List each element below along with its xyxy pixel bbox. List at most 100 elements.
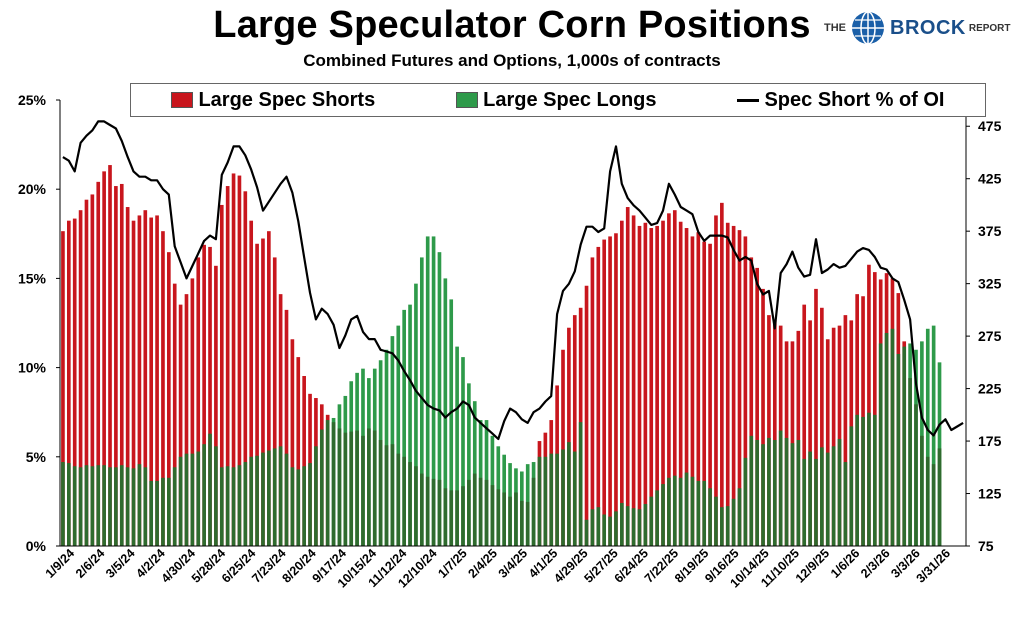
legend-label-longs: Large Spec Longs xyxy=(483,88,657,111)
bar-top-125 xyxy=(796,330,801,546)
bar-overlap-135 xyxy=(855,414,859,546)
left-tick-label-2: 10% xyxy=(18,360,47,376)
bar-overlap-141 xyxy=(890,328,895,546)
bar-top-69 xyxy=(467,383,471,546)
bar-overlap-118 xyxy=(755,440,759,546)
bar-top-138 xyxy=(872,272,877,546)
bar-overlap-44 xyxy=(319,429,324,546)
bar-overlap-99 xyxy=(643,504,648,546)
bar-top-36 xyxy=(272,257,277,546)
bar-top-108 xyxy=(696,232,701,546)
bar-overlap-89 xyxy=(584,519,589,546)
bar-overlap-93 xyxy=(608,516,612,546)
chart-title: Large Speculator Corn Positions xyxy=(213,4,811,46)
bar-top-17 xyxy=(161,231,165,547)
bar-overlap-136 xyxy=(861,416,865,546)
bar-top-61 xyxy=(419,257,424,546)
bar-top-40 xyxy=(296,357,301,546)
bar-top-59 xyxy=(408,304,412,546)
bar-top-121 xyxy=(772,320,777,546)
bar-overlap-82 xyxy=(543,456,548,546)
bar-overlap-62 xyxy=(425,476,430,546)
bar-top-85 xyxy=(561,349,565,546)
left-tick-label-4: 20% xyxy=(18,181,47,197)
right-tick-label-7: 425 xyxy=(978,171,1002,187)
bar-overlap-48 xyxy=(343,432,348,546)
bar-top-96 xyxy=(625,207,630,547)
logo-report: REPORT xyxy=(968,22,1011,34)
logo-brock: BROCK xyxy=(890,16,966,39)
left-tick-label-5: 25% xyxy=(18,92,47,108)
legend-swatch-longs xyxy=(456,92,479,108)
bar-top-107 xyxy=(690,236,695,546)
bar-top-21 xyxy=(184,294,189,546)
bar-top-86 xyxy=(567,327,571,546)
bar-overlap-119 xyxy=(761,444,765,546)
bar-overlap-18 xyxy=(167,477,171,546)
bar-overlap-40 xyxy=(296,469,301,546)
bar-overlap-63 xyxy=(431,478,436,546)
bar-overlap-55 xyxy=(384,445,389,546)
bar-overlap-123 xyxy=(784,437,789,546)
right-tick-label-0: 75 xyxy=(978,538,994,554)
bar-top-60 xyxy=(414,283,418,546)
bar-overlap-42 xyxy=(308,463,312,546)
legend-item-shorts: Large Spec Shorts xyxy=(171,89,375,112)
bar-top-66 xyxy=(449,299,454,546)
bar-overlap-120 xyxy=(767,437,771,546)
bar-overlap-32 xyxy=(249,456,254,546)
bar-overlap-64 xyxy=(437,479,442,546)
bar-top-63 xyxy=(431,236,436,546)
bar-top-104 xyxy=(672,210,677,546)
bar-overlap-37 xyxy=(278,446,283,546)
bar-top-68 xyxy=(461,357,465,546)
bar-top-22 xyxy=(190,278,195,546)
bar-overlap-114 xyxy=(731,498,736,546)
bar-overlap-57 xyxy=(396,453,401,546)
bar-top-137 xyxy=(867,264,871,546)
bar-overlap-54 xyxy=(378,440,383,546)
bar-overlap-30 xyxy=(237,465,242,546)
bar-overlap-29 xyxy=(231,467,236,546)
bar-top-64 xyxy=(437,252,442,546)
legend-line-short-pct xyxy=(737,98,760,102)
x-tick-label-29: 3/31/26 xyxy=(914,546,953,585)
bar-overlap-28 xyxy=(225,466,230,546)
bar-top-35 xyxy=(267,231,271,547)
x-tick-label-1: 2/6/24 xyxy=(73,546,108,581)
bar-top-3 xyxy=(78,210,83,546)
bar-overlap-75 xyxy=(502,492,506,546)
bar-overlap-36 xyxy=(272,448,277,546)
right-tick-label-5: 325 xyxy=(978,276,1002,292)
bar-top-16 xyxy=(155,215,159,546)
bar-overlap-16 xyxy=(155,480,159,546)
bar-top-38 xyxy=(284,309,289,546)
bar-overlap-107 xyxy=(690,476,695,546)
bar-top-98 xyxy=(637,225,642,546)
bar-overlap-56 xyxy=(390,444,395,546)
bar-overlap-101 xyxy=(655,490,659,546)
bar-top-67 xyxy=(455,346,459,546)
bar-overlap-144 xyxy=(908,378,912,546)
bar-overlap-10 xyxy=(119,465,124,546)
left-tick-label-3: 15% xyxy=(18,270,47,286)
x-tick-label-14: 2/4/25 xyxy=(466,546,501,581)
bar-top-100 xyxy=(649,228,654,546)
bar-top-37 xyxy=(278,294,283,546)
bar-overlap-113 xyxy=(725,506,730,546)
bar-overlap-137 xyxy=(867,412,871,546)
bar-overlap-53 xyxy=(372,430,377,546)
bar-overlap-124 xyxy=(790,443,795,546)
bar-top-110 xyxy=(708,243,712,546)
bar-top-13 xyxy=(137,215,142,546)
bar-top-24 xyxy=(202,244,206,546)
bar-top-133 xyxy=(843,315,848,546)
bar-overlap-110 xyxy=(708,488,712,546)
bar-overlap-102 xyxy=(661,484,665,546)
bar-overlap-1 xyxy=(67,463,71,546)
bar-overlap-67 xyxy=(455,490,459,546)
bar-top-109 xyxy=(702,241,707,546)
bar-overlap-0 xyxy=(61,462,65,546)
bar-overlap-31 xyxy=(243,462,248,546)
bar-overlap-128 xyxy=(814,458,818,546)
